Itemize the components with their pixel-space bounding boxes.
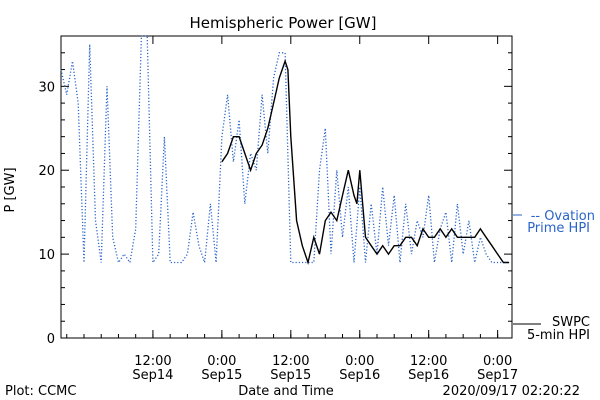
plot-credit: Plot: CCMC: [5, 384, 76, 399]
x-tick-label-date: Sep17: [477, 368, 518, 383]
ovation-prime-hpi-line: [60, 35, 510, 265]
swpc-hpi-line: [221, 59, 510, 266]
x-tick-label-time: 12:00: [410, 354, 447, 369]
legend-ovation-line1: -- Ovation: [531, 209, 595, 224]
y-tick-label: 30: [38, 80, 55, 95]
x-tick-label-time: 12:00: [272, 354, 309, 369]
legend-ovation-line2: Prime HPI: [527, 221, 590, 236]
x-tick-label-date: Sep16: [339, 368, 380, 383]
y-tick-label: 20: [38, 164, 55, 179]
x-tick-label-time: 0:00: [483, 354, 512, 369]
legend-swpc-line2: 5-min HPI: [527, 328, 590, 343]
legend-swpc-line1: SWPC: [552, 315, 590, 330]
x-tick-label-date: Sep14: [132, 368, 173, 383]
y-tick-label: 10: [38, 248, 55, 263]
x-tick-label-time: 0:00: [207, 354, 236, 369]
x-axis-label: Date and Time: [238, 384, 334, 399]
x-tick-label-date: Sep16: [408, 368, 449, 383]
plot-timestamp: 2020/09/17 02:20:22: [443, 384, 580, 399]
x-tick-label-time: 0:00: [345, 354, 374, 369]
chart-title: Hemispheric Power [GW]: [190, 14, 377, 32]
y-axis-label: P [GW]: [3, 167, 18, 212]
x-axis: 12:00Sep140:00Sep1512:00Sep150:00Sep1612…: [66, 36, 518, 383]
series-layer: [60, 35, 510, 266]
legend-swpc: SWPC 5-min HPI: [513, 315, 590, 343]
plot-frame: [60, 35, 513, 339]
x-tick-label-time: 12:00: [134, 354, 171, 369]
y-axis: 0 10 20 30: [38, 52, 512, 347]
x-tick-label-date: Sep15: [201, 368, 242, 383]
x-tick-label-date: Sep15: [270, 368, 311, 383]
y-tick-label: 0: [47, 332, 55, 347]
legend-ovation: -- Ovation Prime HPI: [513, 209, 595, 236]
